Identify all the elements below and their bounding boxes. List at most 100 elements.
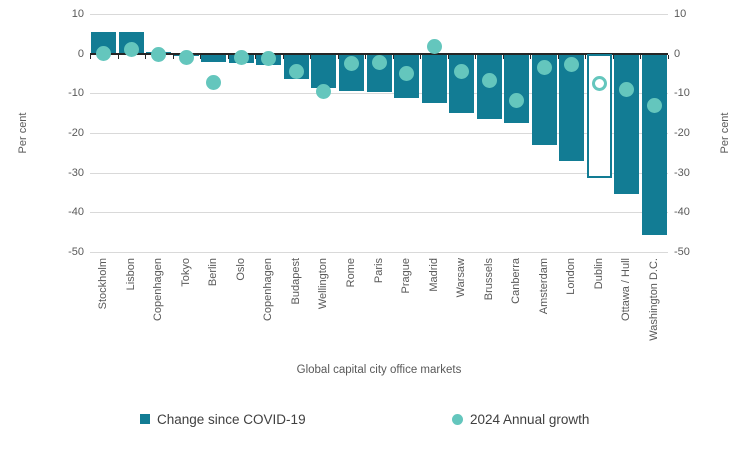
data-point (481, 72, 497, 88)
y-axis-title-right: Per cent (719, 112, 731, 154)
gridline (90, 93, 668, 95)
category-label-text: Dublin (592, 258, 605, 290)
gridline (90, 14, 668, 15)
x-axis-tick (227, 54, 229, 59)
x-axis-tick (255, 54, 257, 59)
legend: Change since COVID-19 2024 Annual growth (0, 410, 756, 428)
legend-square-swatch (140, 414, 150, 424)
x-axis-tick (172, 54, 174, 59)
category-label-text: Amsterdam (537, 258, 550, 315)
x-axis-tick (668, 54, 669, 59)
bar (641, 53, 667, 235)
data-point (316, 83, 332, 99)
category-label-text: Oslo (234, 258, 247, 281)
data-point (178, 49, 194, 65)
x-axis-tick (392, 54, 394, 59)
x-axis-tick (337, 54, 339, 59)
category-label-text: Paris (372, 258, 385, 284)
data-point (564, 57, 580, 73)
y-tick-label-right: -50 (674, 246, 690, 258)
x-axis-tick (475, 54, 477, 59)
data-point (646, 97, 662, 113)
legend-label-bars: Change since COVID-19 (157, 411, 306, 427)
bar (504, 53, 530, 124)
data-point (96, 46, 112, 62)
gridline (90, 212, 668, 214)
data-point (123, 41, 139, 57)
x-axis-tick (585, 54, 587, 59)
category-label-text: Prague (400, 258, 413, 294)
x-axis-title: Global capital city office markets (296, 364, 462, 376)
data-point (509, 93, 525, 109)
category-label-text: Canberra (510, 258, 523, 304)
category-label-text: Budapest (289, 258, 302, 305)
bar (311, 53, 337, 88)
x-axis-tick (117, 54, 119, 59)
x-axis-tick (612, 54, 614, 59)
data-point (536, 60, 552, 76)
x-axis-tick (530, 54, 532, 59)
bar (449, 53, 475, 113)
y-tick-label-left: -10 (68, 87, 84, 100)
y-tick-label-right: 0 (674, 47, 681, 60)
y-tick-label-right: 10 (674, 8, 687, 20)
bar (421, 53, 447, 104)
data-point (151, 46, 167, 62)
category-label-text: Brussels (482, 258, 495, 301)
y-tick-label-left: 10 (71, 8, 84, 20)
data-point-highlighted (591, 75, 607, 91)
data-point (399, 65, 415, 81)
x-axis-tick (640, 54, 642, 59)
x-axis-tick (310, 54, 312, 59)
x-axis-tick (502, 54, 504, 59)
x-axis-tick (365, 54, 367, 59)
y-tick-label-right: -20 (674, 127, 690, 139)
data-point (371, 55, 387, 71)
legend-label-dots: 2024 Annual growth (470, 411, 590, 427)
x-axis-tick (282, 54, 284, 59)
x-axis-tick (145, 54, 147, 59)
category-label-text: Madrid (427, 258, 440, 292)
x-axis-tick (200, 54, 202, 59)
bar-highlighted (586, 53, 612, 179)
gridline (90, 133, 668, 134)
y-tick-label-left: 0 (77, 47, 84, 60)
category-label-text: Copenhagen (262, 258, 275, 322)
category-label-text: Warsaw (455, 258, 468, 298)
data-point (426, 38, 442, 54)
x-axis-tick (90, 54, 91, 59)
legend-circle-swatch (452, 413, 463, 425)
legend-item-dots: 2024 Annual growth (452, 410, 589, 428)
y-axis-title-left: Per cent (17, 112, 29, 154)
y-tick-label-right: -10 (674, 87, 690, 100)
data-point (233, 49, 249, 65)
category-label-text: Berlin (207, 258, 220, 287)
data-point (343, 56, 359, 72)
legend-item-bars: Change since COVID-19 (140, 410, 306, 428)
y-tick-label-left: -30 (68, 166, 84, 179)
y-tick-label-left: -20 (68, 127, 84, 139)
x-axis-tick (557, 54, 559, 59)
data-point (261, 51, 277, 67)
category-label-text: Wellington (317, 258, 330, 310)
y-tick-label-right: -30 (674, 166, 690, 179)
data-point (619, 82, 635, 98)
gridline (90, 252, 668, 253)
category-label-text: Stockholm (97, 258, 110, 310)
bar (201, 53, 227, 62)
category-label-text: Rome (344, 258, 357, 288)
category-label-text: Ottawa / Hull (620, 258, 633, 321)
bar (614, 53, 640, 194)
x-axis-line (90, 52, 668, 55)
data-point (288, 63, 304, 79)
category-label-text: Tokyo (179, 258, 192, 287)
category-label-text: Washington D.C. (647, 258, 660, 341)
data-point (206, 75, 222, 91)
data-point (454, 63, 470, 79)
category-label-text: Lisbon (124, 258, 137, 291)
category-label-text: London (565, 258, 578, 295)
y-tick-label-right: -40 (674, 206, 690, 219)
category-label-text: Copenhagen (152, 258, 165, 322)
gridline (90, 172, 668, 174)
